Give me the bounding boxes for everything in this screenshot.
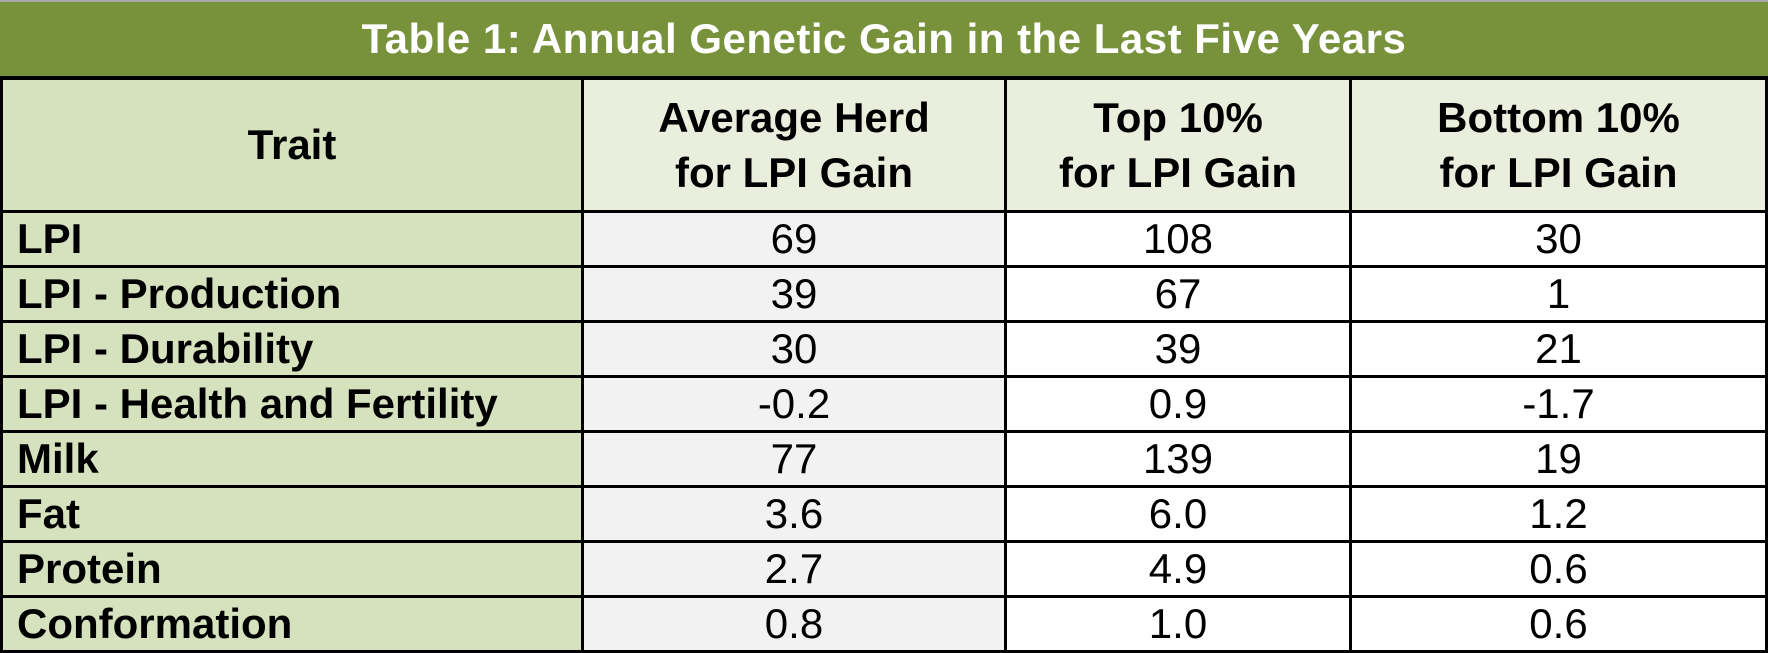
value-cell-top-10: 139 [1007,433,1352,485]
value-cell-bottom-10: -1.7 [1352,378,1765,430]
trait-cell: Conformation [3,598,584,650]
column-header-average-herd: Average Herd for LPI Gain [584,80,1007,210]
value-cell-average-herd: 0.8 [584,598,1007,650]
table-row: LPI - Health and Fertility -0.2 0.9 -1.7 [3,378,1765,433]
table-row: LPI 69 108 30 [3,213,1765,268]
table-title: Table 1: Annual Genetic Gain in the Last… [0,0,1768,80]
value-cell-average-herd: 77 [584,433,1007,485]
trait-cell: Fat [3,488,584,540]
column-header-line: for LPI Gain [1058,149,1297,196]
trait-cell: Protein [3,543,584,595]
trait-cell: Milk [3,433,584,485]
column-header-line: Average Herd [658,93,930,141]
table-row: Protein 2.7 4.9 0.6 [3,543,1765,598]
value-cell-top-10: 4.9 [1007,543,1352,595]
value-cell-bottom-10: 0.6 [1352,598,1765,650]
table-body: Trait Average Herd for LPI Gain Top 10% … [0,80,1768,653]
value-cell-average-herd: 69 [584,213,1007,265]
value-cell-bottom-10: 0.6 [1352,543,1765,595]
trait-cell: LPI - Health and Fertility [3,378,584,430]
table-row: Milk 77 139 19 [3,433,1765,488]
column-header-bottom-10: Bottom 10% for LPI Gain [1352,80,1765,210]
value-cell-top-10: 67 [1007,268,1352,320]
value-cell-bottom-10: 1 [1352,268,1765,320]
value-cell-bottom-10: 1.2 [1352,488,1765,540]
table-header-row: Trait Average Herd for LPI Gain Top 10% … [3,80,1765,213]
value-cell-bottom-10: 21 [1352,323,1765,375]
value-cell-average-herd: -0.2 [584,378,1007,430]
value-cell-average-herd: 2.7 [584,543,1007,595]
table-row: Fat 3.6 6.0 1.2 [3,488,1765,543]
value-cell-top-10: 108 [1007,213,1352,265]
table-row: Conformation 0.8 1.0 0.6 [3,598,1765,653]
column-header-top-10: Top 10% for LPI Gain [1007,80,1352,210]
value-cell-top-10: 1.0 [1007,598,1352,650]
trait-cell: LPI [3,213,584,265]
value-cell-top-10: 6.0 [1007,488,1352,540]
column-header-line: for LPI Gain [1439,149,1678,196]
value-cell-bottom-10: 30 [1352,213,1765,265]
value-cell-average-herd: 39 [584,268,1007,320]
value-cell-average-herd: 3.6 [584,488,1007,540]
value-cell-bottom-10: 19 [1352,433,1765,485]
column-header-line: for LPI Gain [674,149,913,196]
table-row: LPI - Production 39 67 1 [3,268,1765,323]
column-header-line: Bottom 10% [1437,93,1680,141]
trait-cell: LPI - Durability [3,323,584,375]
value-cell-average-herd: 30 [584,323,1007,375]
trait-cell: LPI - Production [3,268,584,320]
column-header-line: Top 10% [1093,93,1263,141]
column-header-trait: Trait [3,80,584,210]
table-row: LPI - Durability 30 39 21 [3,323,1765,378]
value-cell-top-10: 0.9 [1007,378,1352,430]
value-cell-top-10: 39 [1007,323,1352,375]
